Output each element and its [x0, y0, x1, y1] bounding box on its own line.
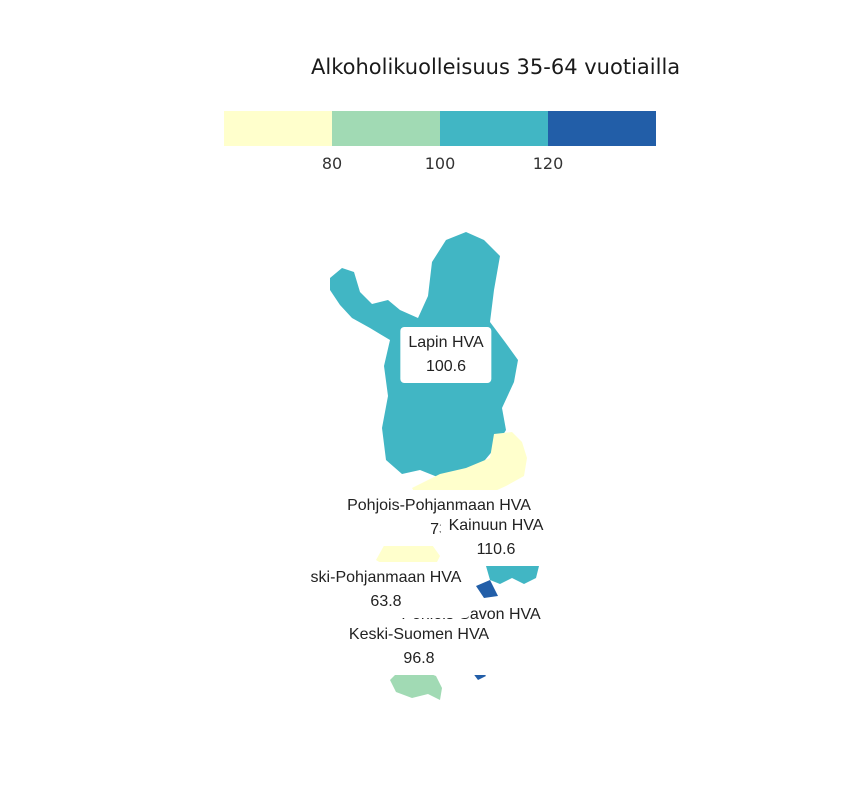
legend-bin-2[interactable] — [332, 111, 440, 146]
label-keski-suomen-hva: Keski-Suomen HVA 96.8 — [340, 619, 498, 675]
region-kainuun-hva[interactable] — [486, 562, 540, 584]
label-kainuun-hva: Kainuun HVA 110.6 — [440, 510, 552, 566]
region-name: Lapin HVA — [408, 334, 484, 351]
region-pohjois-savon-hva[interactable] — [476, 580, 498, 598]
label-lapin-hva: Lapin HVA 100.6 — [400, 327, 492, 383]
region-name: Pohjois-Pohjanmaan HVA — [347, 497, 531, 514]
region-name: ski-Pohjanmaan HVA — [310, 569, 462, 586]
legend-tick-80: 80 — [321, 154, 343, 173]
region-value: 96.8 — [403, 650, 435, 667]
region-value: 100.6 — [425, 358, 467, 375]
region-keski-suomen-hva[interactable] — [390, 670, 442, 700]
region-value: 63.8 — [370, 593, 402, 610]
map-title: Alkoholikuolleisuus 35-64 vuotiailla — [311, 55, 681, 79]
region-name: Kainuun HVA — [448, 517, 544, 534]
region-name: Keski-Suomen HVA — [348, 626, 490, 643]
legend-bin-1[interactable] — [224, 111, 332, 146]
legend-tick-120: 120 — [532, 154, 564, 173]
label-keski-pohjanmaan-hva: ski-Pohjanmaan HVA 63.8 — [302, 562, 470, 618]
region-value: 110.6 — [476, 541, 516, 558]
legend-bin-3[interactable] — [440, 111, 548, 146]
legend-tick-100: 100 — [424, 154, 456, 173]
legend-bin-4[interactable] — [548, 111, 656, 146]
